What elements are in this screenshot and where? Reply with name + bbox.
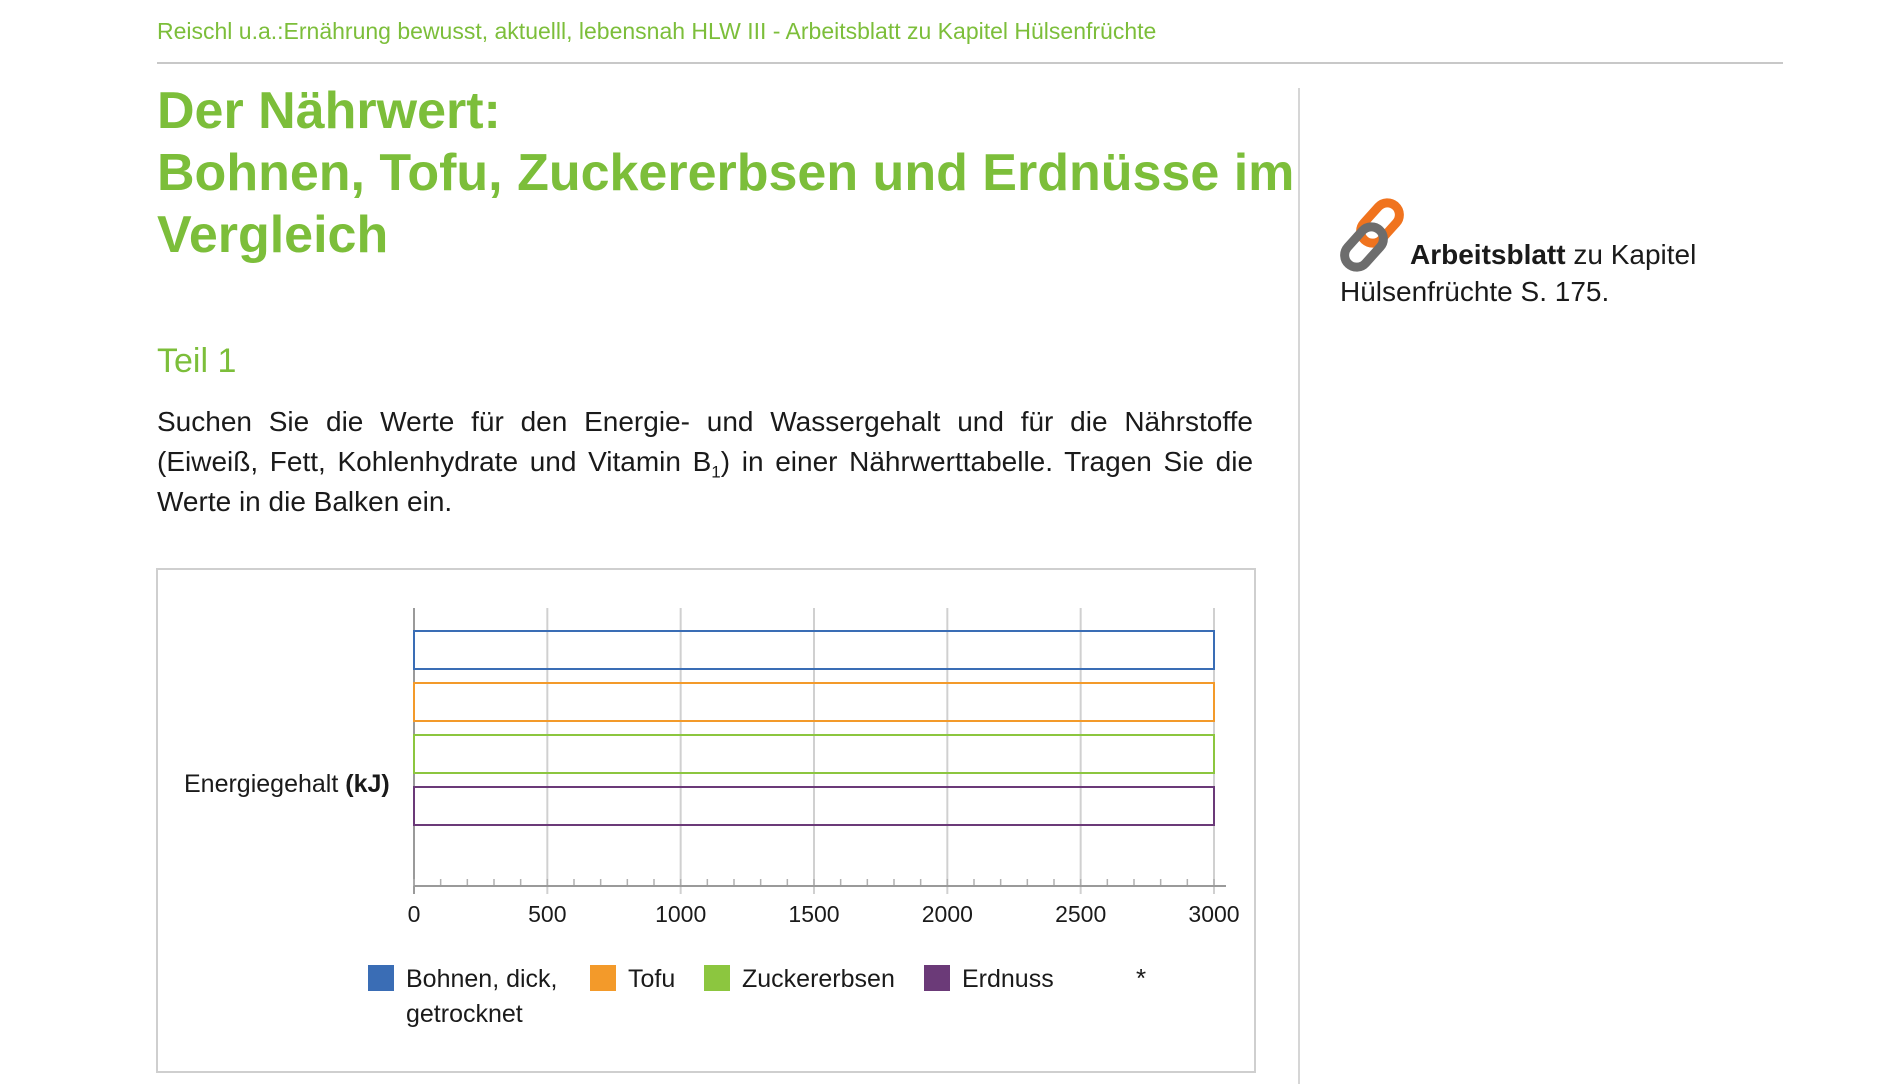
x-tick-label-0: 0 <box>408 901 421 927</box>
x-tick-label-1500: 1500 <box>788 901 839 927</box>
legend-label-0: Bohnen, dick, <box>406 965 558 993</box>
x-tick-label-3000: 3000 <box>1188 901 1239 927</box>
category-label: Energiegehalt (kJ) <box>184 770 390 798</box>
chart-bars <box>413 630 1215 826</box>
header-divider <box>157 62 1783 64</box>
chart-grid <box>413 608 1215 894</box>
legend-swatch-0 <box>368 965 394 991</box>
chart-legend: Bohnen, dick, getrocknet Tofu Zuckererbsen E… <box>368 963 1146 1028</box>
chart-axis: 0 500 1000 1500 2000 2500 3000 <box>408 879 1240 927</box>
chain-link-icon <box>1340 198 1404 272</box>
x-tick-label-2500: 2500 <box>1055 901 1106 927</box>
sidebar-divider <box>1298 88 1300 1084</box>
bar-erdnuss <box>413 786 1215 826</box>
energy-bar-chart: 0 500 1000 1500 2000 2500 3000 Energiegehalt (… <box>184 608 1240 1028</box>
x-tick-label-1000: 1000 <box>655 901 706 927</box>
chart-container: 0 500 1000 1500 2000 2500 3000 Energiegehalt (… <box>156 568 1256 1073</box>
sidebar-line-1: Arbeitsblatt zu Kapitel <box>1410 239 1696 271</box>
legend-label-3: Erdnuss <box>962 965 1054 993</box>
legend-swatch-3 <box>924 965 950 991</box>
bar-bohnendick <box>413 630 1215 670</box>
sidebar-text-rest: zu Kapitel <box>1565 239 1697 270</box>
instruction-part-2: ) in einer Nährwerttabelle. Tragen Sie d… <box>157 446 1254 517</box>
sidebar-line-2: Hülsenfrüchte S. 175. <box>1340 276 1610 307</box>
legend-label-2: Zuckererbsen <box>742 965 895 993</box>
section-heading: Teil 1 <box>157 342 237 380</box>
bar-zuckererbsen <box>413 734 1215 774</box>
title-line-3: Vergleich <box>157 206 389 264</box>
category-label-unit: (kJ) <box>345 770 389 798</box>
legend-asterisk: * <box>1136 963 1146 993</box>
title-line-2: Bohnen, Tofu, Zuckererbsen und Erdnüsse … <box>157 144 1295 202</box>
page-title: Der Nährwert: Bohnen, Tofu, Zuckererbsen… <box>157 80 1294 266</box>
category-label-main: Energiegehalt <box>184 770 338 798</box>
chain-link-orange <box>1356 198 1404 248</box>
instruction-subscript: 1 <box>711 462 721 482</box>
legend-label-1: Tofu <box>628 965 675 993</box>
running-header: Reischl u.a.:Ernährung bewusst, aktuelll… <box>157 18 1157 44</box>
legend-label-0-line2: getrocknet <box>406 1000 523 1028</box>
x-tick-label-500: 500 <box>528 901 566 927</box>
x-tick-label-2000: 2000 <box>922 901 973 927</box>
title-line-1: Der Nährwert: <box>157 82 501 140</box>
instruction-part-1: Suchen Sie die Werte für den Energie- un… <box>157 406 1253 477</box>
chain-link-grey <box>1340 222 1388 272</box>
bar-tofu <box>413 682 1215 722</box>
instruction-text: Suchen Sie die Werte für den Energie- un… <box>157 402 1253 522</box>
sidebar-bold-text: Arbeitsblatt <box>1410 239 1566 270</box>
legend-swatch-2 <box>704 965 730 991</box>
legend-swatch-1 <box>590 965 616 991</box>
